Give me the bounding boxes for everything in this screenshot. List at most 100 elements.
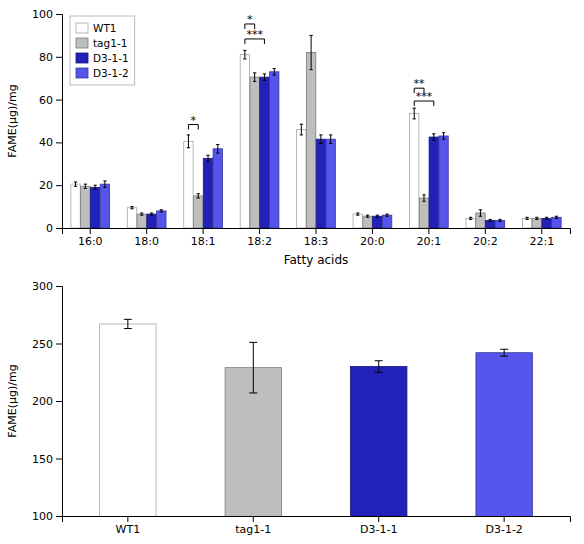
significance-label: *** (416, 90, 433, 103)
y-axis-title: FAME(μg)/mg (6, 364, 19, 437)
bar (552, 217, 561, 228)
x-tick: 18:1 (191, 228, 216, 248)
x-tick-mark (90, 228, 91, 234)
legend-swatch (76, 53, 88, 63)
bar (429, 137, 438, 228)
y-axis: 0 20 40 60 80 100 (32, 8, 63, 235)
y-tick-mark (56, 57, 62, 58)
significance-label: * (191, 114, 197, 127)
x-tick: 22:1 (529, 228, 554, 248)
error-bar (74, 182, 77, 186)
x-axis-title: Fatty acids (284, 253, 349, 267)
bar (363, 216, 372, 228)
error-bar (385, 214, 388, 216)
x-tick-mark (428, 228, 429, 234)
y-axis: 100150200250300 (32, 280, 63, 523)
y-tick-label: 100 (32, 510, 53, 523)
y-tick: 200 (32, 395, 62, 408)
bar (157, 211, 166, 228)
y-tick: 0 (46, 222, 62, 235)
y-axis-title: FAME(μg)/mg (6, 84, 19, 157)
x-tick-label: 20:0 (360, 235, 385, 248)
chart-panel: 100150200250300WT1tag1-1D3-1-1D3-1-2FAME… (6, 280, 571, 544)
error-bar (329, 135, 332, 144)
y-axis-line (56, 287, 63, 517)
x-axis: WT1tag1-1D3-1-1D3-1-2 (63, 516, 571, 536)
error-bar (160, 210, 163, 212)
y-tick: 60 (39, 94, 62, 107)
x-tick-mark (541, 228, 542, 234)
error-bar (253, 73, 256, 82)
bar (316, 139, 325, 228)
error-bar (206, 155, 209, 161)
legend-label: WT1 (93, 22, 116, 34)
bar (476, 353, 532, 516)
y-tick-mark (56, 228, 62, 229)
error-bar (525, 217, 528, 219)
x-tick: 18:0 (134, 228, 159, 248)
bar (194, 196, 203, 228)
y-tick-label: 300 (32, 280, 53, 293)
bar (297, 130, 306, 228)
y-tick-label: 40 (39, 136, 53, 149)
y-tick-label: 20 (39, 179, 53, 192)
x-tick-label: WT1 (116, 523, 141, 536)
x-tick-label: 16:0 (78, 235, 103, 248)
bar (260, 77, 269, 228)
y-axis-line (56, 15, 63, 229)
error-bar (469, 217, 472, 219)
legend-swatch (76, 68, 88, 78)
legend-frame (70, 16, 135, 85)
y-tick-label: 150 (32, 453, 53, 466)
bar (270, 72, 279, 228)
x-tick: 20:1 (417, 228, 442, 248)
significance-label: * (247, 13, 253, 26)
y-tick: 300 (32, 280, 62, 293)
bar (90, 187, 99, 228)
x-tick-label: 20:1 (417, 235, 442, 248)
y-tick-mark (56, 344, 62, 345)
x-tick-label: D3-1-1 (360, 523, 397, 536)
x-tick: D3-1-1 (360, 516, 397, 536)
x-tick-label: 22:1 (529, 235, 554, 248)
x-tick-label: 18:3 (304, 235, 329, 248)
bar (71, 184, 80, 228)
bar-series (100, 319, 533, 516)
bar-series (100, 69, 561, 228)
bar (326, 139, 335, 228)
y-tick-mark (56, 516, 62, 517)
plot-area (71, 24, 561, 228)
error-bar (500, 349, 508, 356)
y-tick-mark (56, 142, 62, 143)
bar-series (81, 35, 542, 228)
error-bar (489, 219, 492, 221)
bar (306, 53, 315, 228)
y-tick-mark (56, 286, 62, 287)
error-bar (124, 319, 132, 328)
y-tick-label: 80 (39, 51, 53, 64)
error-bar (130, 207, 133, 209)
legend-label: D3-1-2 (93, 67, 129, 79)
bar (373, 216, 382, 228)
y-tick: 100 (32, 8, 62, 21)
legend-label: D3-1-1 (93, 52, 129, 64)
y-tick: 20 (39, 179, 62, 192)
legend-swatch (76, 38, 88, 48)
y-tick-mark (56, 14, 62, 15)
error-bar (150, 213, 153, 215)
bar (419, 198, 428, 228)
bar (382, 215, 391, 228)
chart-panel: **********02040608010016:018:018:118:218… (6, 8, 571, 267)
error-bar (309, 35, 312, 69)
y-tick-label: 60 (39, 94, 53, 107)
error-bar (366, 215, 369, 217)
error-bar (197, 194, 200, 198)
x-tick: WT1 (116, 516, 141, 536)
bar (240, 55, 249, 228)
x-tick-label: 20:2 (473, 235, 498, 248)
x-tick: 16:0 (78, 228, 103, 248)
error-bar (103, 181, 106, 187)
y-tick: 80 (39, 51, 62, 64)
x-tick-label: D3-1-2 (485, 523, 522, 536)
bar (137, 214, 146, 228)
